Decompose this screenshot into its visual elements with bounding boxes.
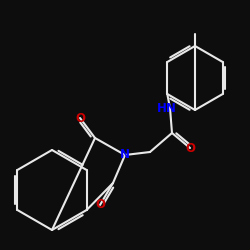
Text: HN: HN (157, 102, 177, 114)
Text: O: O (75, 112, 85, 124)
Text: O: O (95, 198, 105, 211)
Text: N: N (120, 148, 130, 162)
Text: O: O (185, 142, 195, 154)
